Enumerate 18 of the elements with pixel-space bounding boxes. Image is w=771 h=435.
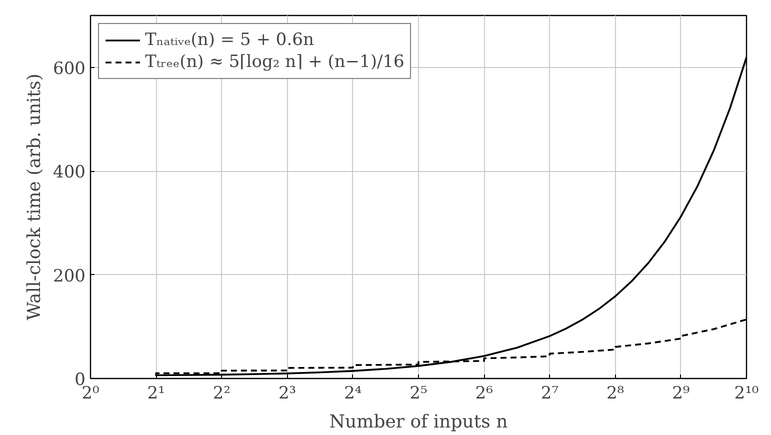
y-axis-title: Wall-clock time (arb. units): [24, 74, 46, 320]
x-tick-label: 2¹⁰: [734, 384, 759, 404]
x-tick-label: 2¹: [147, 384, 165, 404]
legend-label: Tₙₐₜᵢᵥₑ(n) = 5 + 0.6n: [145, 30, 314, 50]
legend-label: Tₜᵣₑₑ(n) ≈ 5⌈log₂ n⌉ + (n−1)/16: [145, 52, 404, 72]
x-tick-label: 2⁹: [672, 384, 690, 404]
x-tick-label: 2³: [278, 384, 296, 404]
y-tick-label: 600: [53, 58, 86, 79]
y-tick-label: 200: [53, 266, 86, 286]
x-axis-title: Number of inputs n: [329, 412, 508, 432]
x-tick-label: 2⁶: [475, 384, 494, 404]
y-tick-label: 400: [53, 162, 86, 183]
x-tick-label: 2²: [212, 384, 231, 404]
x-tick-label: 2⁸: [606, 384, 624, 404]
x-tick-label: 2⁴: [344, 384, 362, 404]
x-tick-label: 2⁷: [540, 384, 559, 404]
x-tick-label: 2⁰: [82, 384, 100, 404]
x-tick-label: 2⁵: [410, 384, 428, 404]
